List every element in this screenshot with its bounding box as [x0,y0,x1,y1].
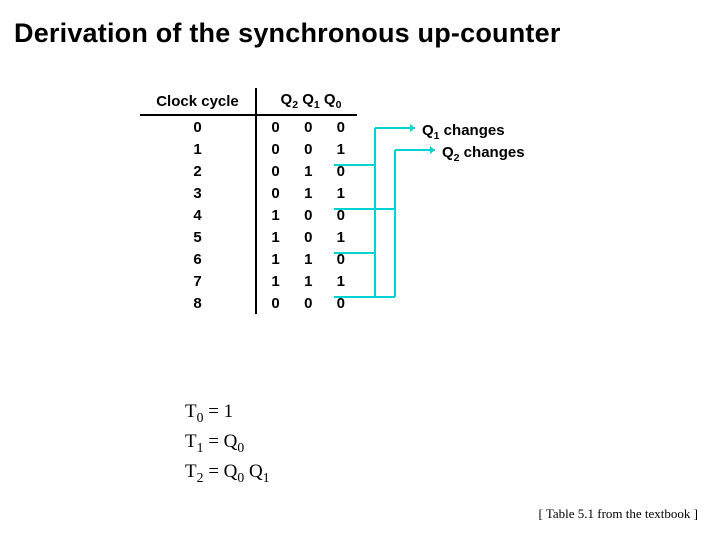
table-row: 2010 [140,160,357,182]
cell-cycle: 0 [140,115,256,138]
cell-q1: 0 [292,204,325,226]
cell-cycle: 5 [140,226,256,248]
cell-q1: 0 [292,226,325,248]
cell-q2: 0 [256,115,292,138]
cell-q2: 0 [256,182,292,204]
cell-q0: 1 [324,182,357,204]
annotation-q1-changes: Q1 changes [422,122,505,142]
table-row: 3011 [140,182,357,204]
cell-q1: 0 [292,138,325,160]
equations-block: T0 = 1 T1 = Q0 T2 = Q0 Q1 [185,400,270,489]
truth-table: Clock cycle Q2 Q1 Q0 0000100120103011410… [140,88,357,314]
cell-q2: 0 [256,292,292,314]
cell-q1: 0 [292,292,325,314]
header-clock-cycle: Clock cycle [140,88,256,115]
equation-t0: T0 = 1 [185,400,270,430]
cell-q0: 0 [324,292,357,314]
table-row: 6110 [140,248,357,270]
cell-q2: 1 [256,226,292,248]
cell-q1: 0 [292,115,325,138]
table-row: 4100 [140,204,357,226]
cell-cycle: 1 [140,138,256,160]
cell-q0: 0 [324,248,357,270]
page-title: Derivation of the synchronous up-counter [14,18,561,49]
cell-q0: 0 [324,115,357,138]
table-row: 0000 [140,115,357,138]
cell-cycle: 8 [140,292,256,314]
cell-q0: 1 [324,226,357,248]
table-header-row: Clock cycle Q2 Q1 Q0 [140,88,357,115]
table-row: 5101 [140,226,357,248]
cell-q0: 0 [324,160,357,182]
cell-q2: 0 [256,160,292,182]
cell-cycle: 3 [140,182,256,204]
table-row: 1001 [140,138,357,160]
cell-q2: 1 [256,204,292,226]
cell-cycle: 7 [140,270,256,292]
table-row: 7111 [140,270,357,292]
cell-q2: 0 [256,138,292,160]
cell-q1: 1 [292,160,325,182]
cell-cycle: 2 [140,160,256,182]
table-row: 8000 [140,292,357,314]
cell-q1: 1 [292,182,325,204]
cell-cycle: 6 [140,248,256,270]
annotation-q2-changes: Q2 changes [442,144,525,164]
cell-q2: 1 [256,248,292,270]
cell-q1: 1 [292,270,325,292]
footnote: [ Table 5.1 from the textbook ] [538,506,698,522]
cell-q0: 0 [324,204,357,226]
header-bits: Q2 Q1 Q0 [256,88,357,115]
cell-q1: 1 [292,248,325,270]
equation-t2: T2 = Q0 Q1 [185,460,270,490]
cell-q0: 1 [324,138,357,160]
cell-cycle: 4 [140,204,256,226]
cell-q2: 1 [256,270,292,292]
cell-q0: 1 [324,270,357,292]
counter-table: Clock cycle Q2 Q1 Q0 0000100120103011410… [140,88,357,314]
equation-t1: T1 = Q0 [185,430,270,460]
